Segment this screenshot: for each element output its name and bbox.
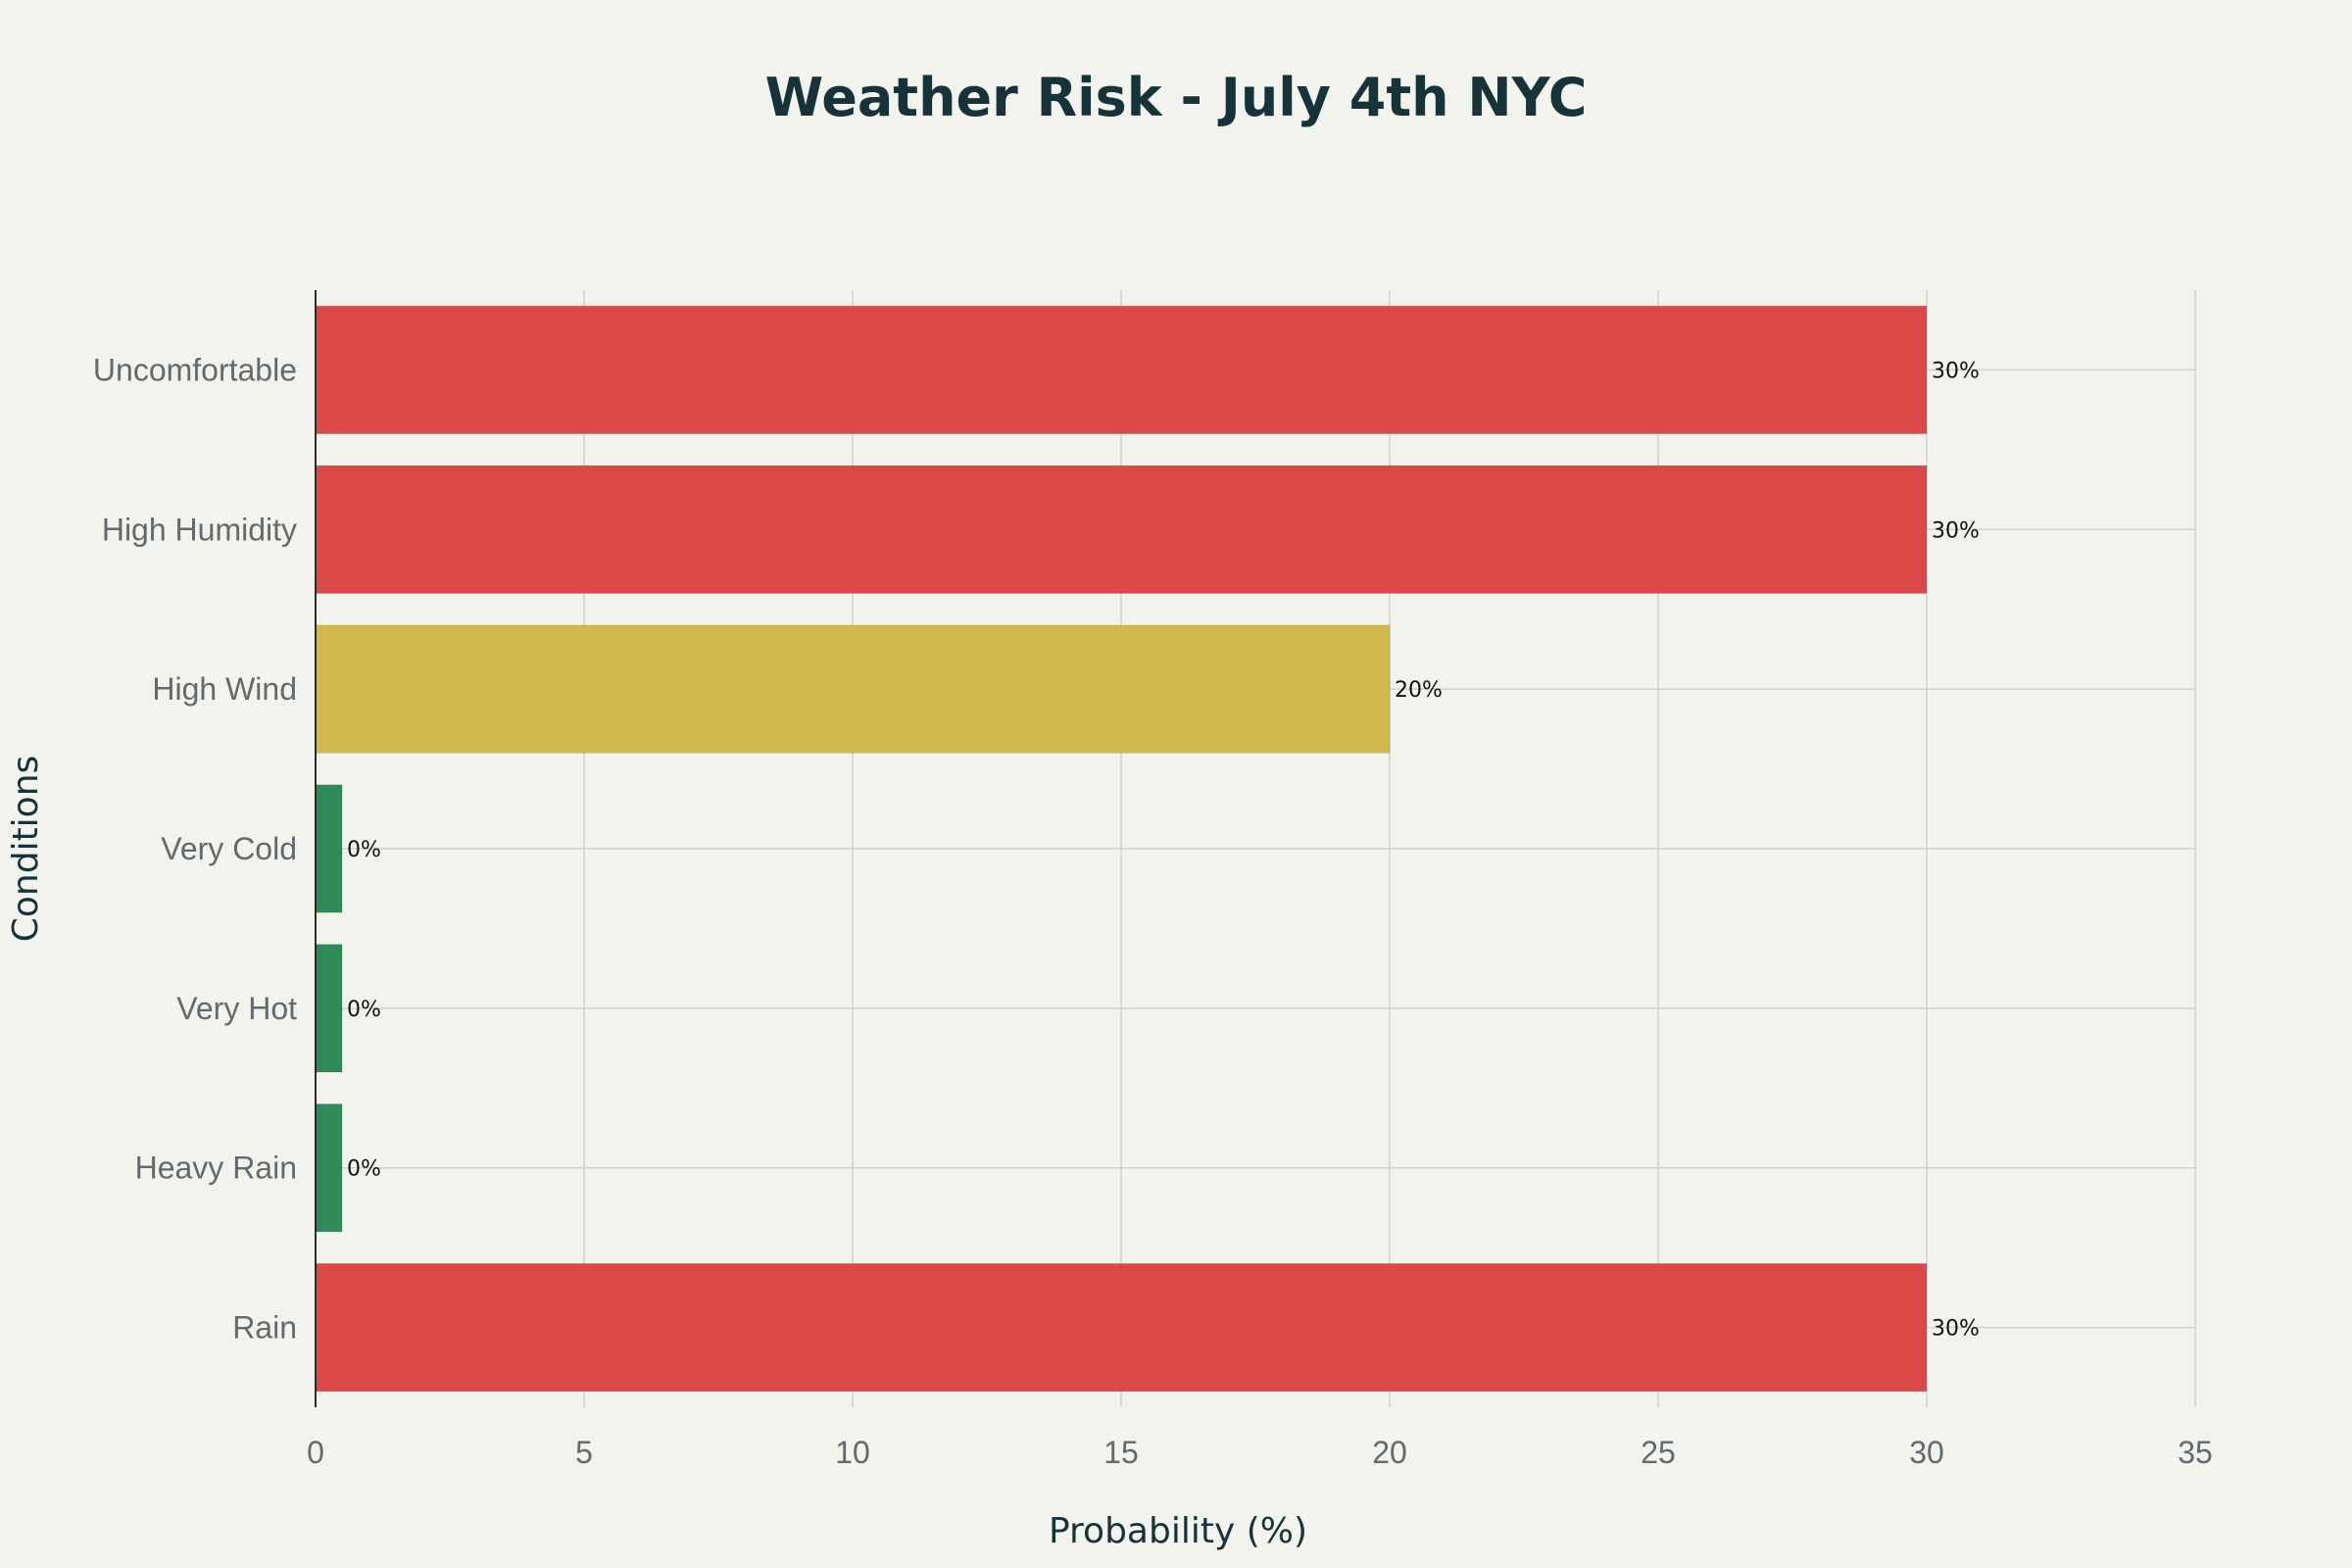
y-axis-title: Conditions (6, 756, 46, 943)
y-axis-tick-labels: Uncomfortable High Humidity High Wind Very … (93, 352, 297, 1345)
y-tick-label: Very Hot (176, 991, 297, 1026)
y-tick-label: Rain (232, 1310, 297, 1346)
y-tick-label: Uncomfortable (93, 352, 297, 387)
x-tick-label: 25 (1641, 1435, 1676, 1470)
x-axis-title: Probability (%) (1049, 1511, 1307, 1551)
y-tick-label: Very Cold (161, 831, 297, 866)
x-tick-label: 30 (1909, 1435, 1944, 1470)
data-label: 20% (1395, 678, 1443, 703)
data-labels: 30% 30% 20% 0% 0% 0% 30% (347, 359, 1980, 1341)
bar-rain (315, 1262, 1928, 1393)
x-tick-label: 0 (307, 1435, 324, 1470)
bar-high-humidity (315, 465, 1928, 594)
y-tick-label: High Humidity (102, 512, 297, 547)
x-tick-label: 35 (2178, 1435, 2213, 1470)
x-tick-label: 5 (575, 1435, 593, 1470)
bar-very-cold (315, 784, 343, 913)
data-label: 30% (1932, 359, 1980, 383)
data-label: 0% (347, 1157, 381, 1182)
x-tick-label: 10 (835, 1435, 870, 1470)
x-axis-tick-labels: 0 5 10 15 20 25 30 35 (307, 1435, 2213, 1470)
x-tick-label: 15 (1103, 1435, 1139, 1470)
y-tick-label: High Wind (152, 671, 297, 707)
bars (315, 305, 1928, 1393)
bar-very-hot (315, 944, 343, 1073)
data-label: 0% (347, 998, 381, 1022)
data-label: 0% (347, 838, 381, 862)
chart-title: Weather Risk - July 4th NYC (765, 67, 1588, 128)
x-tick-label: 20 (1372, 1435, 1407, 1470)
y-tick-label: Heavy Rain (135, 1151, 297, 1186)
bar-high-wind (315, 624, 1391, 754)
bar-uncomfortable (315, 305, 1928, 435)
data-label: 30% (1932, 1317, 1980, 1342)
data-label: 30% (1932, 518, 1980, 543)
gridlines (316, 290, 2196, 1407)
bar-heavy-rain (315, 1103, 343, 1233)
